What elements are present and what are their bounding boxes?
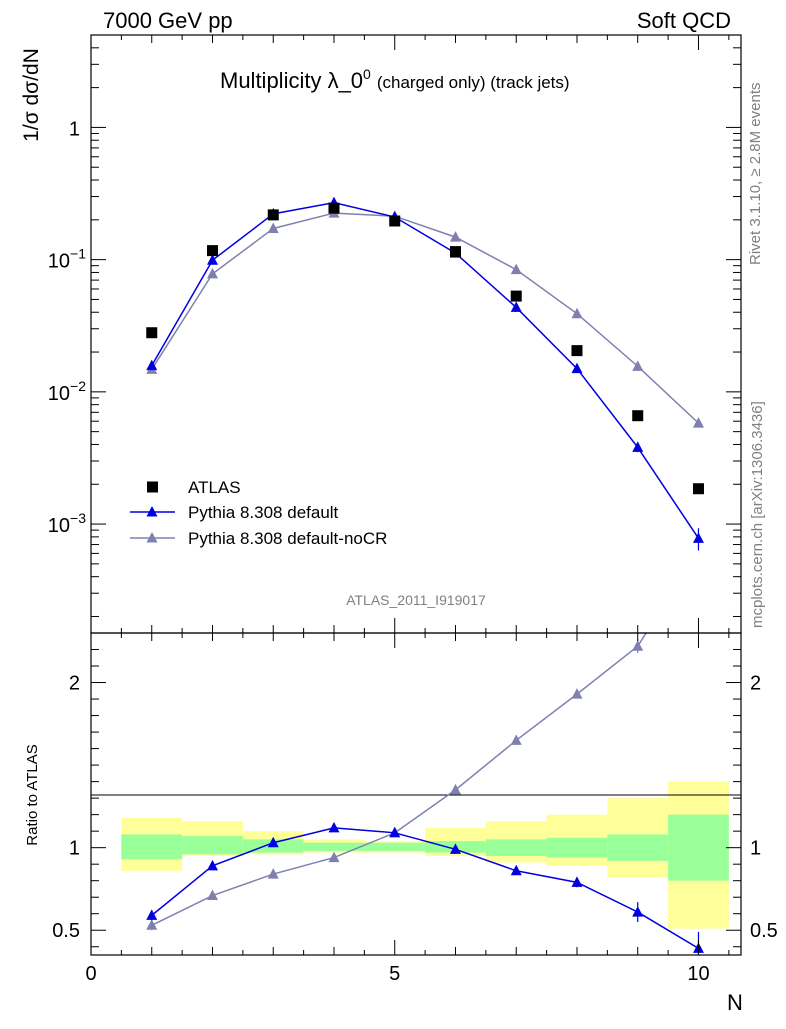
ratio-y-tick-label-right: 2: [750, 673, 761, 695]
ratio-point: [267, 836, 279, 848]
ratio-point: [571, 876, 583, 887]
header-left: 7000 GeV pp: [103, 8, 233, 33]
legend: ATLAS Pythia 8.308 default Pythia 8.308 de…: [130, 478, 387, 548]
ratio-point: [571, 688, 583, 699]
band-inner: [364, 842, 426, 851]
main-series: [146, 196, 704, 551]
band-inner: [485, 839, 547, 856]
ratio-point: [510, 734, 522, 745]
legend-label: Pythia 8.308 default-noCR: [188, 529, 387, 548]
x-tick-label: 10: [687, 963, 709, 985]
x-tick-label: 5: [389, 963, 400, 985]
ratio-point: [449, 783, 461, 795]
ratio-y-tick-label-right: 1: [750, 838, 761, 860]
x-axis-label: N: [727, 990, 743, 1015]
data-point: [449, 246, 461, 258]
data-point: [206, 267, 218, 279]
data-point: [632, 360, 644, 371]
ratio-point: [328, 851, 340, 863]
legend-marker: [147, 481, 158, 493]
x-tick-label: 0: [85, 963, 96, 985]
axis-ticks: 1 10−1 10−2 10−3 0 5 10 0.5 0.5 1 1 2 2: [48, 34, 778, 985]
ratio-y-tick-label-right: 0.5: [750, 920, 778, 942]
data-point: [206, 254, 218, 265]
data-point: [571, 307, 583, 319]
plot-title-sup: 0: [363, 66, 371, 82]
data-point: [146, 359, 158, 371]
analysis-label: ATLAS_2011_I919017: [346, 592, 486, 608]
data-point: [267, 209, 279, 221]
band-inner: [121, 834, 183, 860]
y-tick-label: 10−2: [48, 378, 86, 405]
ratio-point: [206, 889, 218, 901]
legend-marker: [146, 532, 158, 543]
ratio-y-tick-label: 1: [69, 838, 80, 860]
data-point: [632, 441, 644, 452]
ratio-point: [449, 843, 461, 854]
ratio-line: [151, 633, 647, 926]
band-inner: [303, 842, 365, 851]
band-inner: [546, 837, 608, 858]
ratio-point: [328, 821, 340, 833]
data-point: [692, 532, 704, 543]
legend-label: ATLAS: [188, 478, 241, 497]
ratio-point: [146, 909, 158, 920]
rivet-label: Rivet 3.1.10, ≥ 2.8M events: [747, 83, 764, 266]
ratio-point: [632, 640, 644, 651]
y-tick-label: 10−3: [48, 510, 86, 537]
ratio-series: [146, 633, 704, 955]
ratio-point: [206, 859, 218, 871]
data-point: [146, 327, 158, 339]
legend-label: Pythia 8.308 default: [188, 503, 339, 522]
data-point: [692, 483, 704, 495]
band-inner: [607, 834, 669, 861]
mcplots-label: mcplots.cern.ch [arXiv:1306.3436]: [749, 401, 766, 628]
data-point: [206, 245, 218, 257]
header-right: Soft QCD: [637, 8, 731, 33]
data-point: [632, 410, 644, 422]
data-point: [267, 222, 279, 233]
data-point: [510, 263, 522, 275]
data-point: [692, 417, 704, 428]
ratio-point: [146, 919, 158, 930]
ratio-point: [632, 906, 644, 917]
y-tick-label: 10−1: [48, 246, 86, 273]
y-tick-label: 1: [69, 118, 80, 140]
plot-title: Multiplicity λ_00 (charged only) (track j…: [220, 66, 570, 93]
y-axis-label-main: 1/σ dσ/dN: [20, 48, 43, 142]
data-point: [571, 362, 583, 374]
plot-title-main: Multiplicity λ_0: [220, 68, 363, 93]
ratio-line: [151, 827, 699, 950]
data-point: [571, 345, 583, 357]
ratio-y-tick-label: 0.5: [52, 920, 80, 942]
ratio-point: [389, 826, 401, 838]
ratio-y-tick-label: 2: [69, 673, 80, 695]
ratio-point: [267, 868, 279, 879]
data-point: [510, 301, 522, 312]
data-point: [449, 231, 461, 242]
legend-marker: [146, 506, 158, 517]
data-point: [389, 215, 401, 227]
band-inner: [668, 814, 729, 881]
data-point: [510, 290, 522, 302]
y-axis-label-ratio: Ratio to ATLAS: [24, 744, 41, 845]
plot-title-suffix: (charged only) (track jets): [377, 73, 570, 92]
series-line: [151, 212, 699, 424]
ratio-panel-frame: [90, 632, 742, 956]
ratio-point: [510, 864, 522, 876]
series-line: [151, 201, 700, 539]
data-point: [328, 202, 340, 214]
band-inner: [182, 836, 243, 855]
